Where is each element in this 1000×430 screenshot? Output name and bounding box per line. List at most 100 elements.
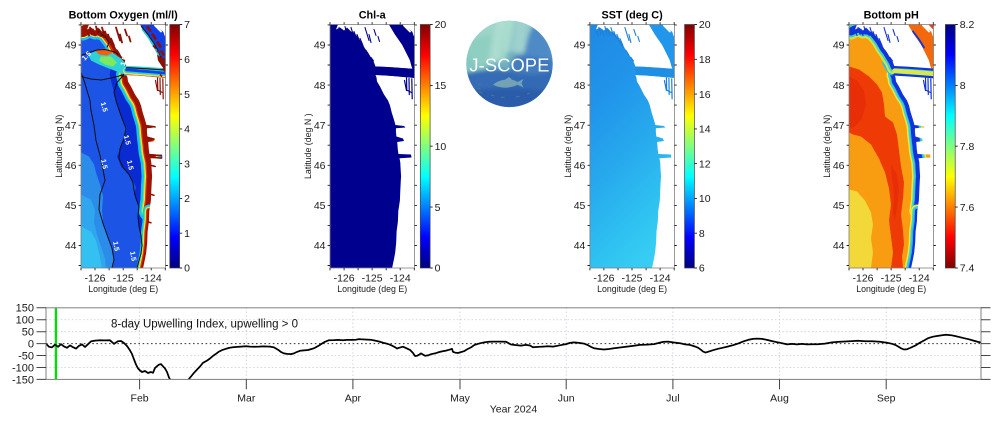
svg-text:44: 44 bbox=[833, 240, 845, 252]
svg-text:7.4: 7.4 bbox=[960, 263, 975, 275]
svg-text:-126: -126 bbox=[334, 273, 355, 285]
svg-text:50: 50 bbox=[22, 327, 34, 339]
svg-text:0: 0 bbox=[184, 263, 190, 275]
svg-text:1.5: 1.5 bbox=[99, 102, 108, 113]
svg-text:6: 6 bbox=[184, 54, 190, 66]
svg-text:-126: -126 bbox=[84, 273, 105, 285]
svg-text:Aug: Aug bbox=[770, 393, 789, 405]
svg-text:Feb: Feb bbox=[131, 393, 149, 405]
svg-text:0: 0 bbox=[28, 339, 34, 351]
svg-text:Longitude (deg E): Longitude (deg E) bbox=[337, 284, 407, 294]
svg-text:46: 46 bbox=[65, 160, 77, 172]
svg-text:48: 48 bbox=[65, 80, 77, 92]
svg-text:45: 45 bbox=[65, 200, 77, 212]
svg-text:1.5: 1.5 bbox=[111, 241, 120, 252]
svg-text:-150: -150 bbox=[12, 374, 34, 386]
svg-text:6: 6 bbox=[699, 263, 705, 275]
svg-text:1.5: 1.5 bbox=[99, 159, 108, 170]
svg-text:47: 47 bbox=[65, 120, 77, 132]
svg-text:20: 20 bbox=[435, 19, 447, 31]
svg-text:47: 47 bbox=[833, 120, 845, 132]
svg-text:44: 44 bbox=[574, 240, 586, 252]
svg-text:1.5: 1.5 bbox=[125, 160, 134, 171]
svg-text:7.8: 7.8 bbox=[960, 141, 975, 153]
svg-text:Mar: Mar bbox=[237, 393, 256, 405]
svg-text:Bottom pH: Bottom pH bbox=[864, 10, 919, 22]
svg-text:5: 5 bbox=[435, 202, 441, 214]
svg-text:-126: -126 bbox=[593, 273, 614, 285]
svg-text:-126: -126 bbox=[852, 273, 873, 285]
svg-text:2: 2 bbox=[184, 193, 190, 205]
svg-text:5: 5 bbox=[184, 89, 190, 101]
svg-text:8-day Upwelling Index, upwelli: 8-day Upwelling Index, upwelling > 0 bbox=[111, 319, 298, 331]
svg-text:49: 49 bbox=[65, 40, 77, 52]
svg-text:1.5: 1.5 bbox=[122, 135, 131, 146]
svg-text:15: 15 bbox=[435, 80, 447, 92]
svg-text:150: 150 bbox=[16, 303, 34, 315]
svg-text:100: 100 bbox=[16, 315, 34, 327]
svg-text:10: 10 bbox=[435, 141, 447, 153]
svg-text:1.5: 1.5 bbox=[81, 50, 93, 62]
svg-text:8: 8 bbox=[699, 228, 705, 240]
svg-text:Jun: Jun bbox=[558, 393, 575, 405]
svg-text:12: 12 bbox=[699, 158, 711, 170]
svg-text:-100: -100 bbox=[12, 362, 34, 374]
svg-text:10: 10 bbox=[699, 193, 711, 205]
svg-text:18: 18 bbox=[699, 54, 711, 66]
svg-text:48: 48 bbox=[833, 80, 845, 92]
svg-text:46: 46 bbox=[574, 160, 586, 172]
svg-text:49: 49 bbox=[574, 40, 586, 52]
svg-text:Latitude (deg N): Latitude (deg N) bbox=[54, 115, 64, 178]
svg-text:-125: -125 bbox=[881, 273, 902, 285]
svg-text:Sep: Sep bbox=[877, 393, 896, 405]
svg-text:Chl-a: Chl-a bbox=[359, 10, 387, 22]
svg-text:8.2: 8.2 bbox=[960, 19, 975, 31]
svg-text:47: 47 bbox=[574, 120, 586, 132]
svg-text:Year 2024: Year 2024 bbox=[490, 404, 538, 416]
svg-text:-50: -50 bbox=[18, 350, 34, 362]
svg-text:20: 20 bbox=[699, 19, 711, 31]
svg-text:49: 49 bbox=[833, 40, 845, 52]
svg-text:46: 46 bbox=[314, 160, 326, 172]
svg-text:Jul: Jul bbox=[666, 393, 679, 405]
svg-text:49: 49 bbox=[314, 40, 326, 52]
svg-text:SST (deg C): SST (deg C) bbox=[602, 10, 664, 22]
svg-text:-124: -124 bbox=[909, 273, 930, 285]
svg-text:45: 45 bbox=[314, 200, 326, 212]
svg-text:4: 4 bbox=[184, 124, 190, 136]
svg-text:-125: -125 bbox=[362, 273, 383, 285]
svg-text:3: 3 bbox=[184, 158, 190, 170]
svg-text:Latitude (deg N): Latitude (deg N) bbox=[563, 115, 573, 178]
svg-text:14: 14 bbox=[699, 124, 711, 136]
svg-text:Latitude (deg N ): Latitude (deg N ) bbox=[303, 113, 313, 179]
svg-text:Latitude (deg N): Latitude (deg N) bbox=[822, 115, 832, 178]
svg-text:45: 45 bbox=[833, 200, 845, 212]
svg-text:Longitude (deg E): Longitude (deg E) bbox=[88, 284, 158, 294]
svg-text:46: 46 bbox=[833, 160, 845, 172]
svg-text:8: 8 bbox=[960, 80, 966, 92]
svg-text:1.5: 1.5 bbox=[128, 251, 137, 262]
svg-text:-124: -124 bbox=[650, 273, 671, 285]
svg-text:44: 44 bbox=[314, 240, 326, 252]
svg-text:16: 16 bbox=[699, 89, 711, 101]
svg-text:47: 47 bbox=[314, 120, 326, 132]
svg-text:1: 1 bbox=[184, 228, 190, 240]
svg-text:-125: -125 bbox=[113, 273, 134, 285]
svg-text:44: 44 bbox=[65, 240, 77, 252]
svg-text:-124: -124 bbox=[390, 273, 411, 285]
svg-text:0: 0 bbox=[435, 263, 441, 275]
svg-text:7: 7 bbox=[184, 19, 190, 31]
svg-text:J-SCOPE: J-SCOPE bbox=[469, 56, 549, 76]
svg-text:48: 48 bbox=[314, 80, 326, 92]
svg-text:-124: -124 bbox=[141, 273, 162, 285]
svg-text:7.6: 7.6 bbox=[960, 202, 975, 214]
svg-text:48: 48 bbox=[574, 80, 586, 92]
svg-text:1.5: 1.5 bbox=[120, 55, 129, 66]
svg-text:May: May bbox=[450, 393, 471, 405]
svg-text:Longitude (deg E): Longitude (deg E) bbox=[597, 284, 667, 294]
svg-text:Apr: Apr bbox=[345, 393, 362, 405]
svg-text:Longitude (deg E): Longitude (deg E) bbox=[856, 284, 926, 294]
svg-text:45: 45 bbox=[574, 200, 586, 212]
svg-text:Bottom Oxygen (ml/l): Bottom Oxygen (ml/l) bbox=[69, 10, 179, 22]
svg-text:-125: -125 bbox=[621, 273, 642, 285]
